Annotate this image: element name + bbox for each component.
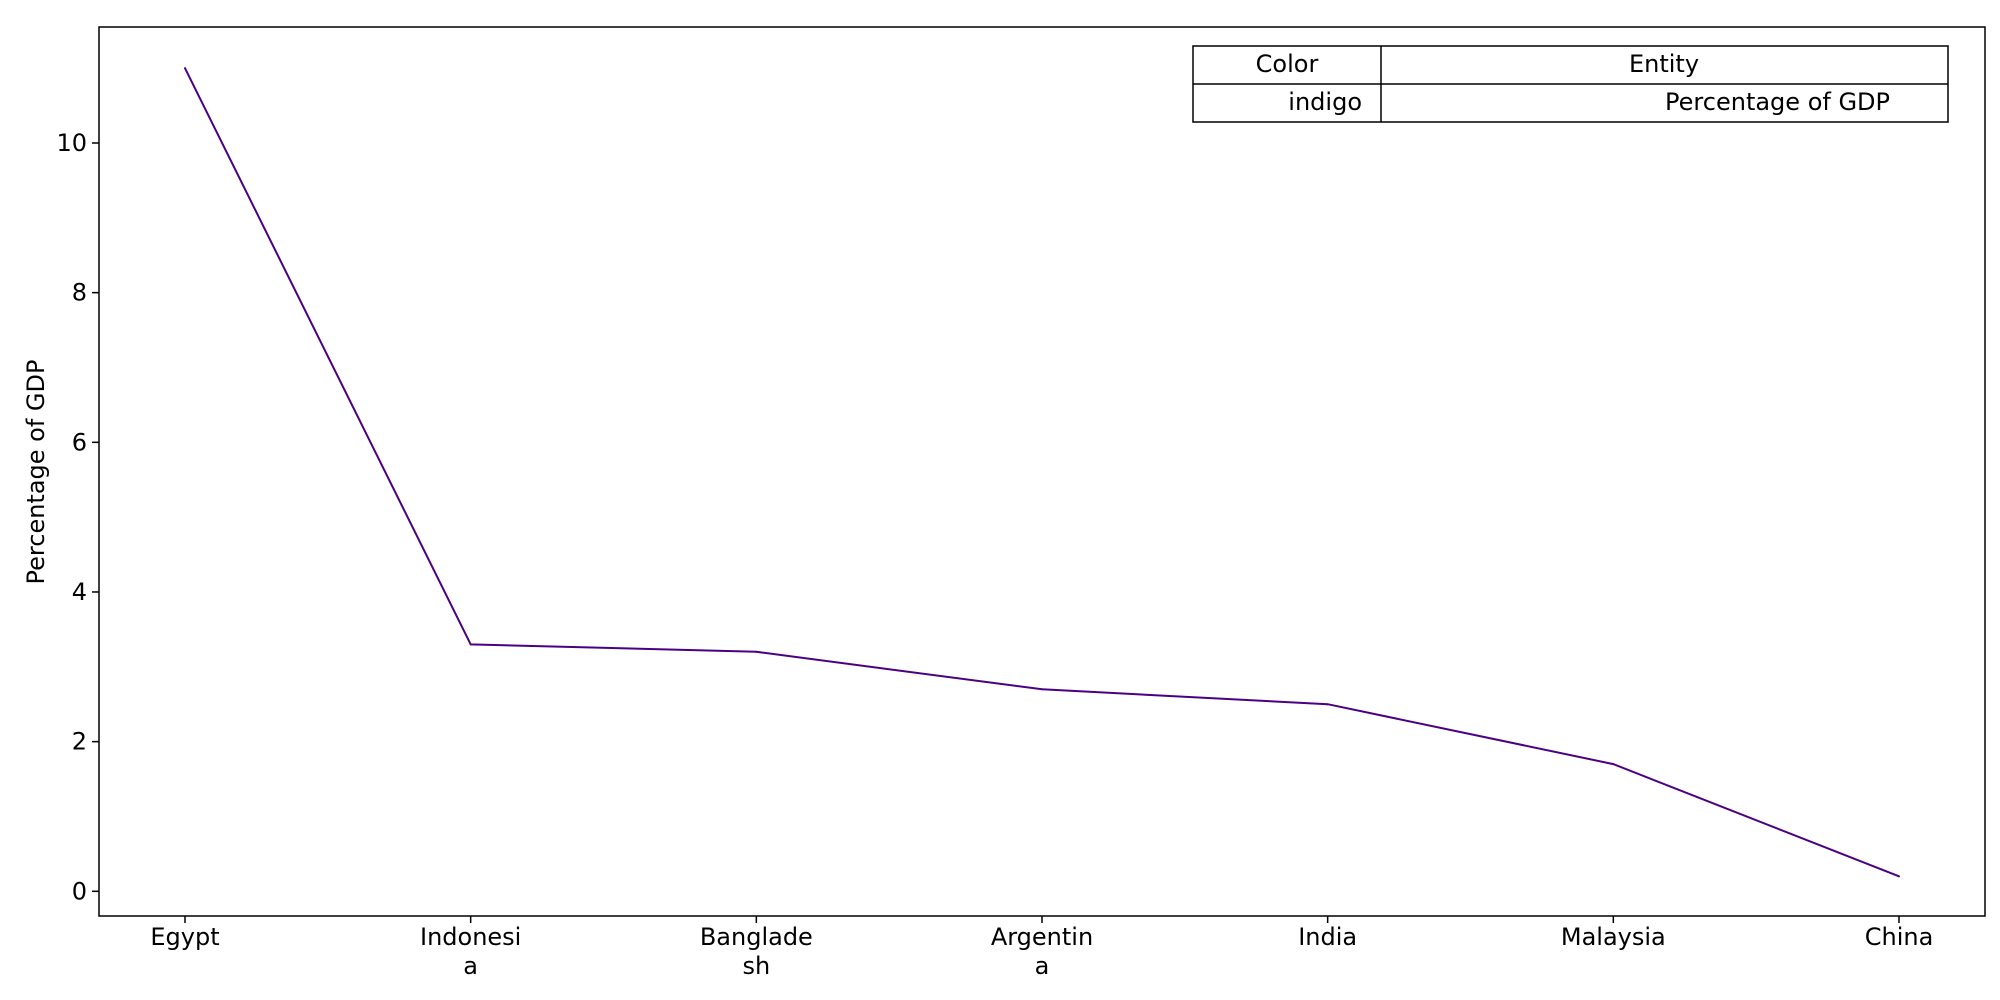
series-line (184, 67, 1900, 878)
legend-header-color: Color (1256, 50, 1319, 78)
y-axis: 0 2 4 6 8 10 (56, 129, 99, 905)
y-tick-label: 10 (56, 129, 87, 157)
data-point (755, 650, 758, 653)
x-tick-label: Egypt (150, 923, 219, 951)
y-tick-label: 4 (72, 578, 87, 606)
data-point (469, 643, 472, 646)
plot-frame (98, 26, 1986, 917)
x-tick-label-line: a (463, 952, 478, 980)
y-tick-label: 0 (72, 877, 87, 905)
x-tick-label-line: China (1865, 923, 1934, 951)
x-tick-label: China (1865, 923, 1934, 951)
x-tick-label: Banglade sh (700, 923, 813, 980)
x-tick-label: Argentin a (991, 923, 1093, 980)
x-tick-label-line: Malaysia (1561, 923, 1666, 951)
y-tick-label: 8 (72, 279, 87, 307)
x-tick-label-line: India (1298, 923, 1357, 951)
legend-header-entity: Entity (1629, 50, 1699, 78)
legend-row-color: indigo (1288, 88, 1362, 116)
x-tick-label: Indonesi a (420, 923, 521, 980)
x-tick-label-line: sh (742, 952, 770, 980)
data-point (184, 67, 186, 70)
x-tick-label-line: Argentin (991, 923, 1093, 951)
x-tick-label: Malaysia (1561, 923, 1666, 951)
legend-row-entity: Percentage of GDP (1665, 88, 1890, 116)
y-tick-label: 6 (72, 428, 87, 456)
legend-table: Color Entity indigo Percentage of GDP (1192, 45, 1949, 123)
x-tick-label-line: Banglade (700, 923, 813, 951)
data-point (1041, 688, 1043, 691)
x-tick-label-line: a (1035, 952, 1050, 980)
x-tick-label-line: Egypt (150, 923, 219, 951)
x-tick-label-line: Indonesi (420, 923, 521, 951)
x-tick-label: India (1298, 923, 1357, 951)
series-layer (184, 67, 1900, 878)
y-axis-label: Percentage of GDP (22, 360, 50, 585)
y-tick-label: 2 (72, 728, 87, 756)
data-point (1612, 763, 1615, 766)
data-point (1326, 703, 1329, 706)
data-point (1898, 875, 1900, 878)
